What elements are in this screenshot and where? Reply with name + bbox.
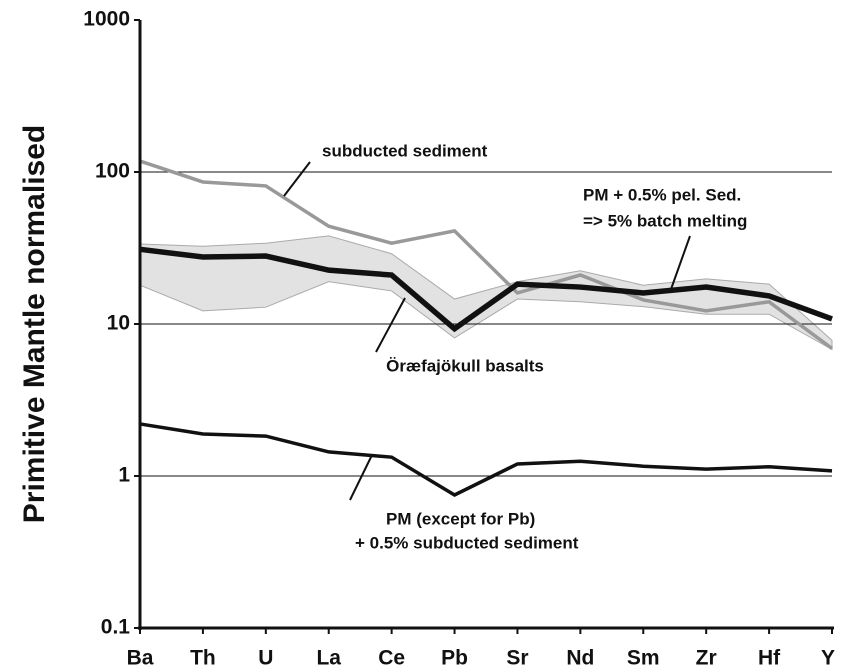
leader-line xyxy=(349,454,373,501)
series-line xyxy=(139,159,834,350)
leader-line xyxy=(283,161,311,197)
x-tick-label: Th xyxy=(190,647,216,670)
series-label: => 5% batch melting xyxy=(583,211,747,230)
x-tick-label: Pb xyxy=(441,647,468,670)
leader-line xyxy=(669,235,691,293)
series-label: subducted sediment xyxy=(322,141,488,160)
y-axis-label: Primitive Mantle normalised xyxy=(18,125,51,523)
x-tick-label: Zr xyxy=(696,647,717,670)
leader-line xyxy=(375,297,406,353)
x-tick-label: Sm xyxy=(627,647,660,670)
y-tick-label: 1000 xyxy=(83,8,130,31)
x-tick-label: U xyxy=(258,647,273,670)
x-tick-label: Sr xyxy=(506,647,528,670)
series-line xyxy=(139,246,833,333)
y-tick-label: 100 xyxy=(95,160,130,183)
x-tick-label: Y xyxy=(821,647,835,670)
series-label: + 0.5% subducted sediment xyxy=(355,533,579,552)
band-label: Öræfajökull basalts xyxy=(386,356,544,375)
series-label: PM + 0.5% pel. Sed. xyxy=(583,185,741,204)
y-tick-label: 1 xyxy=(118,464,130,487)
x-tick-label: Hf xyxy=(758,647,781,670)
x-tick-label: Ce xyxy=(378,647,405,670)
y-tick-label: 10 xyxy=(107,312,130,335)
x-tick-label: Ba xyxy=(127,647,154,670)
y-tick-label: 0.1 xyxy=(101,616,131,639)
x-tick-label: La xyxy=(316,647,341,670)
series-line xyxy=(139,422,833,497)
x-tick-label: Nd xyxy=(566,647,594,670)
series-label: PM (except for Pb) xyxy=(386,509,535,528)
